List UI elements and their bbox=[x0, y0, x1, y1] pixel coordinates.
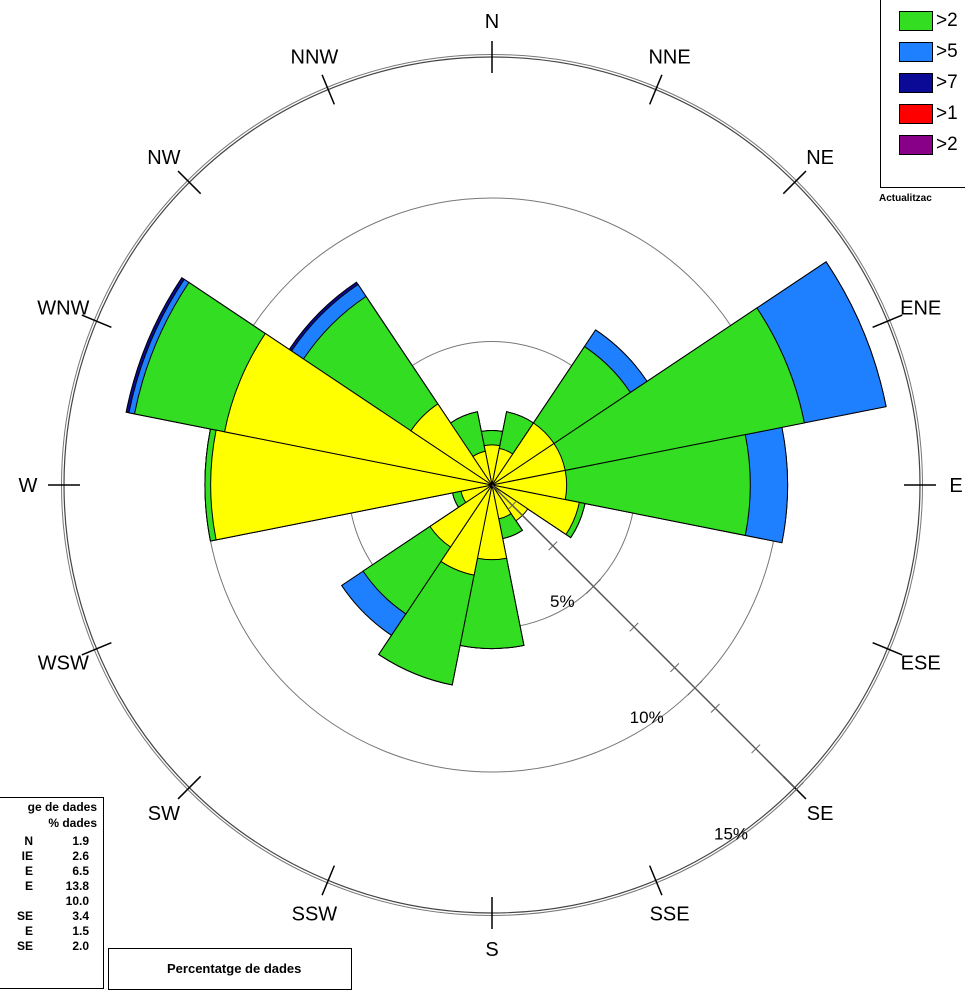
legend-label: >5 bbox=[936, 41, 958, 62]
legend-item: >2 bbox=[899, 10, 958, 32]
stats-value: 10.0 bbox=[65, 894, 89, 908]
tick-nw bbox=[177, 170, 202, 195]
direction-label-ene: ENE bbox=[900, 297, 941, 319]
direction-label-w: W bbox=[19, 475, 38, 497]
direction-stats-table: ge de dades % dades N 1.9 IE 2.6 E 6.5 E 13.8 10… bbox=[0, 797, 104, 989]
legend-item: >1 bbox=[899, 103, 958, 125]
wind-petals bbox=[125, 261, 887, 686]
tick-sse bbox=[648, 865, 663, 896]
radial-axis-tick bbox=[629, 622, 639, 632]
radial-axis-tick bbox=[710, 703, 720, 713]
legend-item: >7 bbox=[899, 72, 958, 94]
tick-ene bbox=[872, 314, 903, 329]
direction-label-ssw: SSW bbox=[292, 904, 338, 926]
radial-axis-tick bbox=[586, 579, 601, 594]
petal-ese bbox=[491, 484, 580, 536]
percent-label: 15% bbox=[714, 824, 748, 843]
petal-e bbox=[491, 434, 751, 536]
legend-label: >2 bbox=[936, 134, 958, 155]
radial-percent-axis: 5% 10% 15% bbox=[491, 484, 804, 843]
stats-value: 1.5 bbox=[72, 924, 89, 938]
legend-label: >7 bbox=[936, 72, 958, 93]
tick-sw bbox=[177, 775, 202, 800]
legend-item: >5 bbox=[899, 41, 958, 63]
stats-value: 6.5 bbox=[72, 864, 89, 878]
direction-label-se: SE bbox=[807, 803, 834, 825]
petal-ene bbox=[491, 307, 805, 486]
stats-direction: SE bbox=[16, 939, 33, 953]
stats-row: E 1.5 bbox=[0, 924, 95, 938]
legend-label: >2 bbox=[936, 10, 958, 31]
direction-label-e: E bbox=[949, 475, 962, 497]
petal-sw bbox=[429, 484, 493, 548]
direction-label-nw: NW bbox=[147, 147, 180, 169]
stats-value: 3.4 bbox=[72, 909, 89, 923]
stats-row: SE 3.4 bbox=[0, 909, 95, 923]
direction-label-ese: ESE bbox=[901, 653, 941, 675]
petal-w bbox=[210, 429, 493, 541]
stats-direction: IE bbox=[21, 849, 33, 863]
stats-row: N 1.9 bbox=[0, 834, 95, 848]
direction-label-wsw: WSW bbox=[38, 653, 89, 675]
direction-label-sw: SW bbox=[148, 803, 180, 825]
petal-nw bbox=[410, 403, 493, 486]
tick-wsw bbox=[81, 641, 112, 656]
legend-swatch bbox=[899, 73, 933, 93]
stats-value: 1.9 bbox=[72, 834, 89, 848]
radial-axis-tick bbox=[548, 541, 558, 551]
tick-wnw bbox=[81, 314, 112, 329]
direction-label-nnw: NNW bbox=[291, 46, 339, 68]
legend-swatch bbox=[899, 135, 933, 155]
stats-direction: E bbox=[24, 864, 33, 878]
direction-label-nne: NNE bbox=[648, 46, 690, 68]
stats-direction: N bbox=[24, 834, 33, 848]
radial-axis-tick bbox=[751, 744, 761, 754]
tick-ssw bbox=[321, 865, 336, 896]
tick-nne bbox=[648, 74, 663, 105]
stats-row: 10.0 bbox=[0, 894, 95, 908]
stats-header: % dades bbox=[48, 816, 97, 830]
petal-n bbox=[483, 444, 501, 486]
legend-swatch bbox=[899, 11, 933, 31]
speed-legend: >2 >5 >7 >1 >2 bbox=[880, 0, 965, 188]
stats-direction: E bbox=[24, 879, 33, 893]
stats-value: 13.8 bbox=[65, 879, 89, 893]
direction-label-wnw: WNW bbox=[37, 297, 89, 319]
frequency-box: Percentatge de dades bbox=[108, 948, 352, 990]
tick-ese bbox=[872, 641, 903, 656]
legend-label: >1 bbox=[936, 103, 958, 124]
direction-label-s: S bbox=[485, 939, 498, 961]
petal-nnw bbox=[472, 450, 493, 486]
direction-ticks bbox=[48, 41, 936, 929]
stats-row: IE 2.6 bbox=[0, 849, 95, 863]
stats-direction: E bbox=[24, 924, 33, 938]
legend-item: >2 bbox=[899, 134, 958, 156]
stats-row: E 13.8 bbox=[0, 879, 95, 893]
percent-label: 5% bbox=[550, 592, 575, 611]
direction-label-sse: SSE bbox=[650, 904, 690, 926]
stats-direction: SE bbox=[16, 909, 33, 923]
stats-value: 2.6 bbox=[72, 849, 89, 863]
direction-label-n: N bbox=[485, 11, 499, 33]
legend-swatch bbox=[899, 104, 933, 124]
stats-row: SE 2.0 bbox=[0, 939, 95, 953]
stats-value: 2.0 bbox=[72, 939, 89, 953]
radial-axis-tick bbox=[670, 663, 680, 673]
radial-axis-tick bbox=[687, 680, 703, 696]
stats-row: E 6.5 bbox=[0, 864, 95, 878]
direction-label-ne: NE bbox=[806, 147, 834, 169]
legend-footer: Actualitzac bbox=[879, 193, 932, 204]
petal-ssw bbox=[440, 484, 493, 576]
percent-label: 10% bbox=[630, 708, 664, 727]
radial-axis-tick bbox=[507, 500, 517, 510]
radial-axis-tick bbox=[788, 781, 804, 797]
legend-swatch bbox=[899, 42, 933, 62]
petal-wnw bbox=[224, 332, 493, 486]
tick-nnw bbox=[321, 74, 336, 105]
stats-title: ge de dades bbox=[27, 800, 97, 814]
radial-axis-line bbox=[491, 484, 796, 789]
tick-ne bbox=[782, 170, 807, 195]
